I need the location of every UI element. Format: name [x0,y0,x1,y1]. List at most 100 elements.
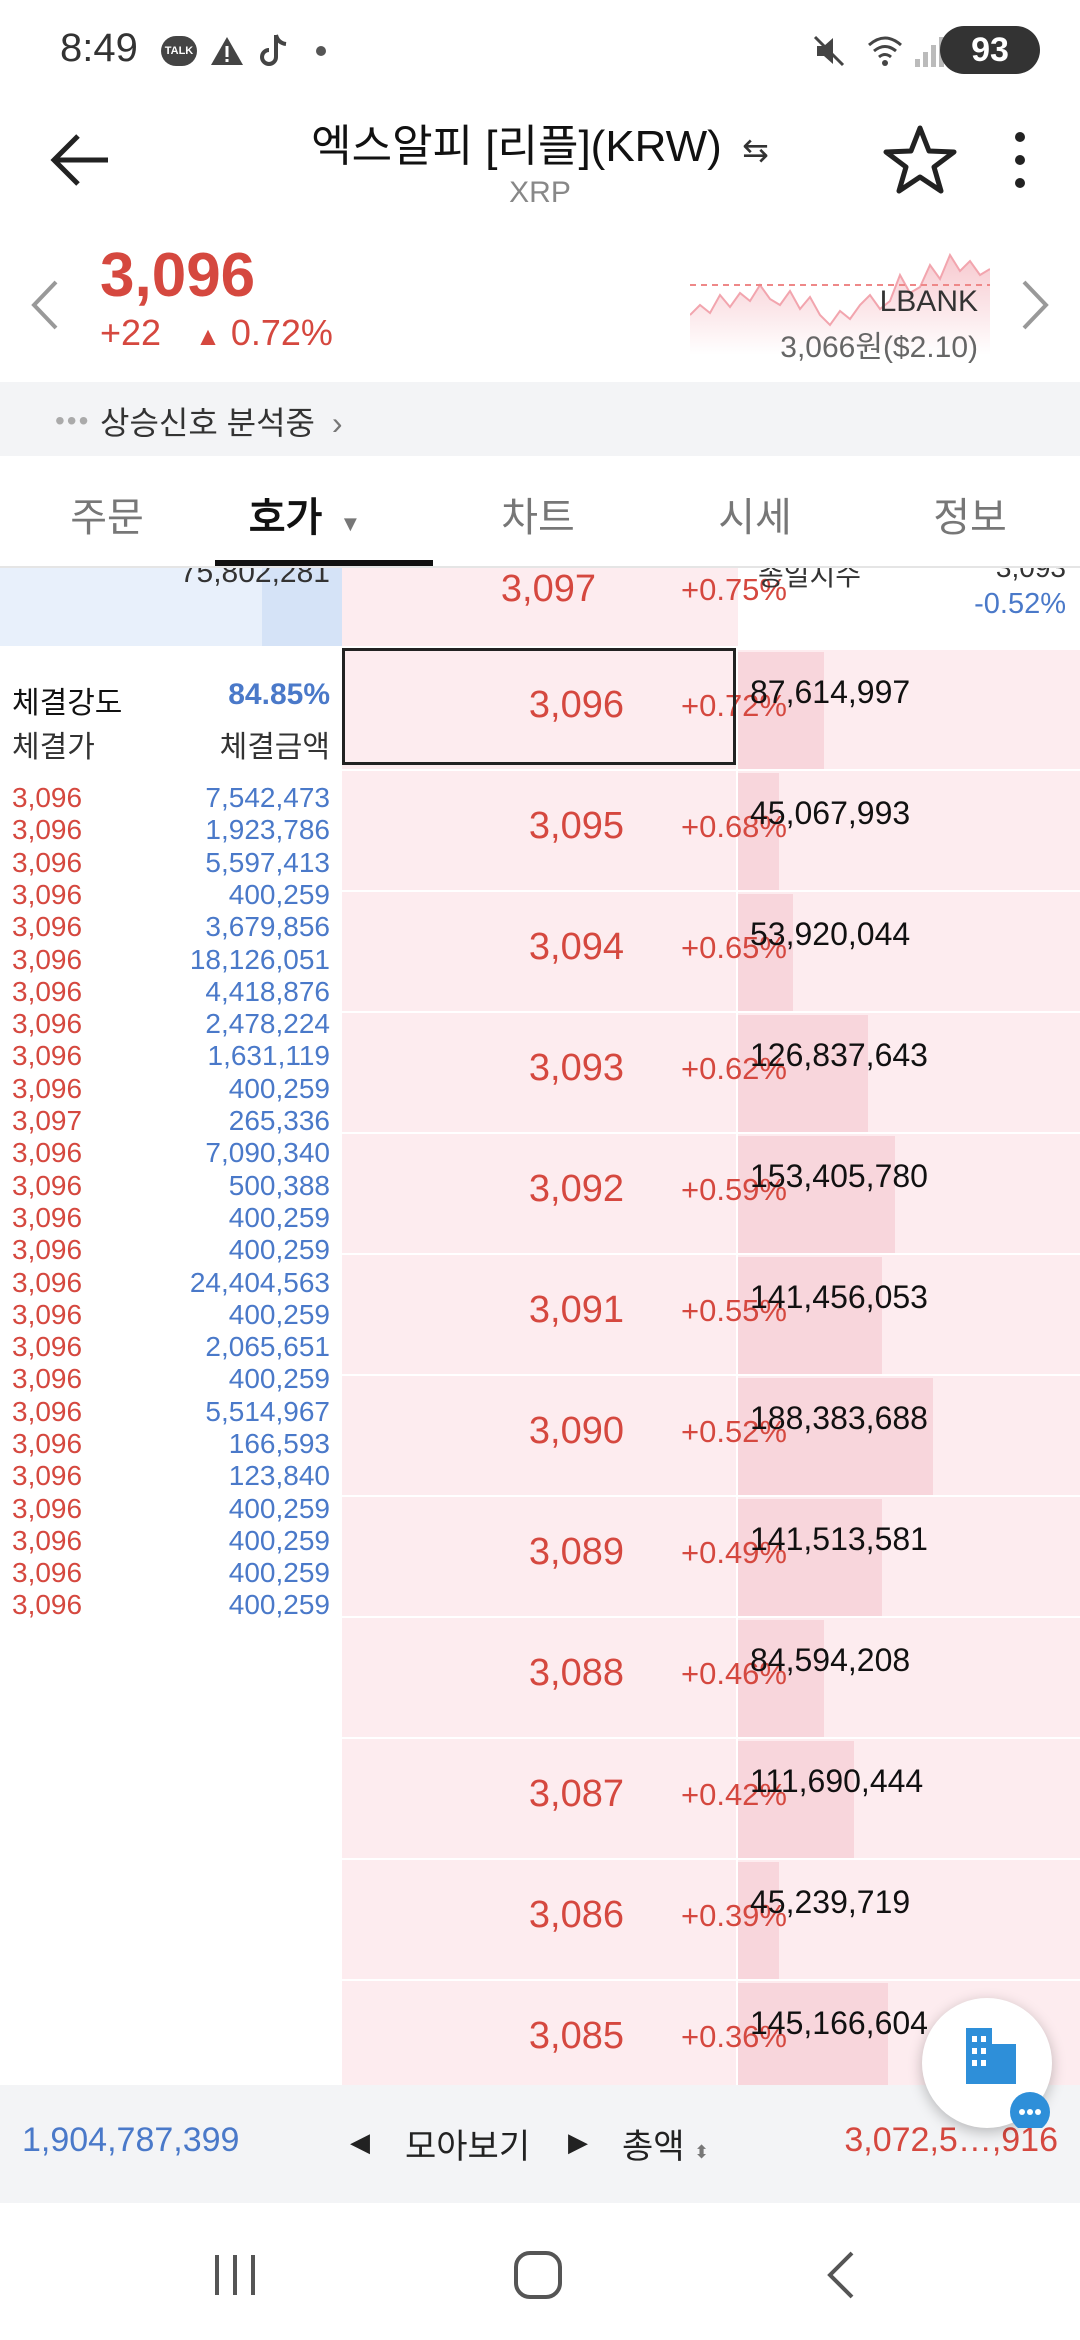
partial-info: 종일지수 3,093 -0.52% [738,568,1080,646]
orderbook-level-row[interactable]: 3,091 +0.55% 141,456,053 [342,1253,1080,1376]
partial-bid-row: 75,802,281 [0,568,342,646]
volume-bar [738,773,779,890]
tab-chart[interactable]: 차트 [501,496,575,540]
status-bar: 8:49 TALK 93 [0,0,1080,100]
trade-amount: 5,597,413 [205,847,330,878]
trade-amount: 2,065,651 [205,1331,330,1362]
partial-info-value: -0.52% [974,588,1066,620]
wifi-icon [865,32,903,70]
warning-icon [208,32,246,70]
orderbook-level-row[interactable]: 3,088 +0.46% 84,594,208 [342,1616,1080,1739]
partial-pct: +0.75% [680,572,787,607]
level-quantity: 87,614,997 [750,674,911,710]
page-title[interactable]: 엑스알피 [리플](KRW) ⇆ [200,110,880,174]
trade-price: 3,096 [12,1396,83,1427]
next-coin-button[interactable] [1010,270,1060,340]
volume-bar [738,652,824,769]
price-change: +22 ▲ 0.72% [100,312,333,354]
trade-amount: 1,923,786 [205,814,330,845]
trade-amount: 400,259 [228,1525,330,1556]
caret-right-icon[interactable]: ▶ [568,2127,588,2157]
orderbook-level-row[interactable]: 3,094 +0.65% 53,920,044 [342,890,1080,1013]
orderbook-level-row[interactable]: 3,087 +0.42% 111,690,444 [342,1737,1080,1860]
back-button[interactable] [40,120,120,200]
mini-price-chart [689,235,991,355]
orderbook-level-row[interactable]: 3,090 +0.52% 188,383,688 [342,1374,1080,1497]
level-quantity: 141,456,053 [750,1279,928,1315]
trade-amount: 7,090,340 [205,1137,330,1168]
level-quantity: 153,405,780 [750,1158,928,1194]
strength-value: 84.85% [228,678,330,711]
trade-price: 3,096 [12,814,83,845]
signal-label: 상승신호 분석중 [100,405,315,441]
tab-quote[interactable]: 시세 [718,496,792,540]
tab-info[interactable]: 정보 [933,496,1007,540]
trade-price: 3,096 [12,1299,83,1330]
trade-amount: 18,126,051 [189,944,330,975]
caret-left-icon[interactable]: ◀ [350,2127,370,2157]
trade-price: 3,096 [12,1460,83,1491]
level-quantity: 141,513,581 [750,1521,928,1557]
level-percent: +0.55% [680,1293,787,1328]
sort-label: 총액 [622,2128,685,2166]
trade-price: 3,096 [12,1234,83,1265]
previous-coin-button[interactable] [20,270,70,340]
trade-price: 3,096 [12,1589,83,1620]
orderbook-level-row[interactable]: 3,086 +0.39% 45,239,719 [342,1858,1080,1981]
group-view-button[interactable]: 모아보기 [405,2128,531,2166]
trade-amount: 400,259 [228,1073,330,1104]
trade-price: 3,096 [12,782,83,813]
orderbook[interactable]: 75,802,281 3,097 +0.75% 종일지수 3,093 -0.52… [0,568,1080,2085]
column-divider [736,1376,738,1497]
level-price: 3,096 [528,684,624,726]
trade-amount: 265,336 [228,1105,330,1136]
level-quantity: 45,239,719 [750,1884,911,1920]
trade-amount: 400,259 [228,1202,330,1233]
orderbook-level-row[interactable]: 3,089 +0.49% 141,513,581 [342,1495,1080,1618]
tab-order[interactable]: 주문 [70,496,144,540]
recent-apps-icon[interactable] [205,2245,265,2305]
signal-banner[interactable] [0,382,1080,456]
swap-icon: ⇆ [742,132,769,168]
tab-orderbook[interactable]: 호가 ▼ [205,485,405,543]
trade-price: 3,096 [12,1073,83,1104]
volume-bar [738,1620,824,1737]
level-price: 3,094 [528,926,624,968]
volume-bar [738,1499,882,1616]
orderbook-level-row[interactable]: 3,093 +0.62% 126,837,643 [342,1011,1080,1134]
system-back-icon[interactable] [812,2245,872,2305]
trade-amount: 400,259 [228,1493,330,1524]
compare-exchange-price: 3,066원($2.10) [780,331,978,364]
level-quantity: 53,920,044 [750,916,911,952]
sort-updown-icon: ⬍ [694,2142,710,2162]
trade-price: 3,096 [12,1170,83,1201]
level-price: 3,085 [528,2015,624,2057]
trade-amount: 166,593 [228,1428,330,1459]
level-price: 3,091 [528,1289,624,1331]
orderbook-level-row[interactable]: 3,096 +0.72% 87,614,997 [342,648,1080,771]
compare-exchange-name: LBANK [879,285,978,318]
volume-bar [738,1015,868,1132]
home-icon[interactable] [508,2245,568,2305]
orderbook-level-row[interactable]: 3,092 +0.59% 153,405,780 [342,1132,1080,1255]
battery-indicator: 93 [940,26,1040,74]
trade-price: 3,096 [12,1040,83,1071]
sort-total-button[interactable]: 총액 ⬍ [622,2119,709,2168]
favorite-button[interactable] [880,120,960,200]
chevron-right-icon [1022,280,1049,330]
arrow-left-icon [50,134,108,186]
partial-price: 3,097 [500,568,596,610]
trade-price: 3,096 [12,1267,83,1298]
signal-text[interactable]: 상승신호 분석중 › [100,398,343,444]
level-price: 3,092 [528,1168,624,1210]
column-divider [736,1255,738,1376]
partial-ask-row[interactable]: 3,097 +0.75% [342,568,787,646]
trade-amount: 500,388 [228,1170,330,1201]
floating-chat-button[interactable] [922,1998,1052,2132]
orderbook-level-row[interactable]: 3,095 +0.68% 45,067,993 [342,769,1080,892]
star-icon [883,125,957,194]
col-trade-price: 체결가 [12,731,95,764]
trade-price: 3,096 [12,1137,83,1168]
more-menu-button[interactable] [1000,125,1040,195]
volume-bar [738,1136,895,1253]
